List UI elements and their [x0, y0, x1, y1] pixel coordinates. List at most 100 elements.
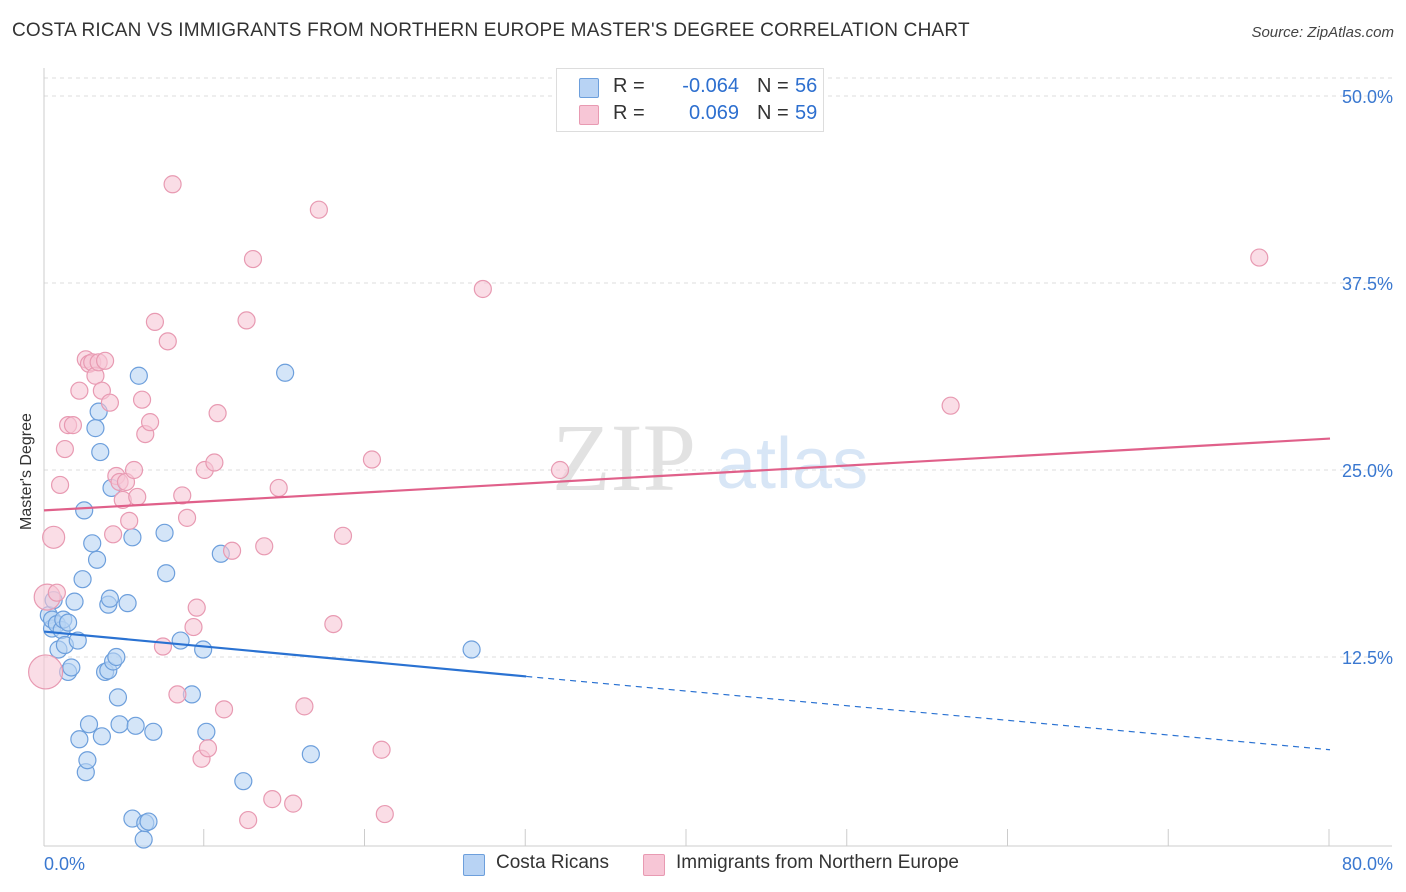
- point-northern-europe: [333, 526, 353, 545]
- point-costa-rican: [78, 751, 97, 770]
- point-costa-rican: [65, 592, 84, 611]
- legend-r-value: 0.069: [688, 102, 739, 124]
- series-legend: Costa Ricans Immigrants from Northern Eu…: [0, 852, 1406, 878]
- point-northern-europe: [50, 475, 70, 495]
- source-label: Source: ZipAtlas.com: [1251, 24, 1394, 41]
- point-northern-europe: [941, 396, 960, 415]
- point-northern-europe: [187, 598, 206, 617]
- point-northern-europe: [255, 537, 274, 556]
- point-costa-rican: [79, 715, 99, 734]
- point-costa-rican: [108, 688, 128, 707]
- point-northern-europe: [55, 439, 74, 459]
- trend-line-northern-europe: [43, 437, 1331, 512]
- point-costa-rican: [234, 772, 253, 791]
- point-costa-rican: [75, 501, 94, 520]
- point-costa-rican: [139, 812, 158, 831]
- point-costa-rican: [70, 730, 89, 749]
- point-costa-rican: [129, 366, 148, 385]
- point-northern-europe: [473, 279, 492, 299]
- point-northern-europe: [263, 790, 282, 809]
- point-northern-europe: [324, 614, 343, 634]
- point-northern-europe: [309, 200, 328, 219]
- point-northern-europe: [95, 351, 115, 370]
- point-northern-europe: [214, 700, 234, 719]
- y-tick-label: 50.0%: [1342, 87, 1393, 107]
- x-tick-label: 0.0%: [44, 854, 85, 874]
- point-northern-europe: [1250, 248, 1269, 267]
- point-costa-rican: [91, 442, 110, 462]
- point-northern-europe: [208, 404, 227, 423]
- point-costa-rican: [171, 631, 190, 650]
- point-costa-rican: [87, 550, 107, 569]
- point-costa-rican: [194, 640, 213, 659]
- point-northern-europe: [70, 381, 89, 400]
- y-tick-label: 12.5%: [1342, 648, 1393, 668]
- point-northern-europe: [47, 583, 66, 602]
- legend-r-label: R =: [613, 75, 645, 97]
- trend-line-extension-costa-rican: [526, 675, 1331, 751]
- point-northern-europe: [295, 697, 314, 716]
- legend-swatch-blue: [579, 78, 599, 98]
- correlation-legend: R = -0.064 N = 56 R = 0.069 N = 59: [556, 68, 824, 132]
- legend-n-value: 56: [795, 75, 818, 97]
- point-northern-europe: [173, 486, 192, 505]
- point-northern-europe: [120, 511, 139, 530]
- point-costa-rican: [134, 830, 153, 849]
- point-northern-europe: [140, 413, 160, 432]
- point-costa-rican: [83, 534, 102, 553]
- point-northern-europe: [63, 416, 83, 435]
- point-northern-europe: [104, 525, 123, 544]
- watermark-atlas: atlas: [716, 424, 868, 504]
- watermark-zip: ZIP: [552, 404, 696, 511]
- point-costa-rican: [100, 589, 120, 608]
- x-tick-label: 80.0%: [1342, 854, 1393, 874]
- chart-title: COSTA RICAN VS IMMIGRANTS FROM NORTHERN …: [12, 20, 970, 41]
- point-northern-europe: [375, 804, 394, 824]
- point-costa-rican: [86, 419, 105, 438]
- point-costa-rican: [462, 640, 481, 659]
- point-costa-rican: [118, 594, 137, 613]
- point-costa-rican: [59, 613, 78, 632]
- point-costa-rican: [144, 722, 163, 741]
- point-costa-rican: [197, 722, 216, 741]
- point-costa-rican: [301, 745, 320, 764]
- point-northern-europe: [28, 654, 64, 690]
- point-costa-rican: [73, 570, 92, 589]
- point-northern-europe: [205, 453, 224, 472]
- point-northern-europe: [158, 332, 177, 351]
- series-swatch-pink: [643, 854, 665, 876]
- series-swatch-blue: [463, 854, 485, 876]
- point-northern-europe: [168, 685, 187, 704]
- point-costa-rican: [126, 716, 145, 735]
- legend-n-value: 59: [795, 102, 818, 124]
- point-northern-europe: [243, 249, 263, 269]
- series-label-costa-ricans: Costa Ricans: [496, 852, 609, 873]
- point-northern-europe: [372, 740, 391, 759]
- legend-r-label: R =: [613, 102, 645, 124]
- point-northern-europe: [145, 312, 165, 331]
- point-northern-europe: [284, 794, 303, 813]
- point-northern-europe: [177, 508, 197, 527]
- point-costa-rican: [107, 647, 126, 667]
- point-northern-europe: [128, 487, 147, 507]
- point-costa-rican: [110, 715, 129, 734]
- legend-r-value: -0.064: [682, 75, 739, 97]
- point-costa-rican: [157, 564, 176, 583]
- point-costa-rican: [123, 528, 142, 547]
- point-northern-europe: [153, 637, 173, 656]
- point-northern-europe: [124, 460, 144, 480]
- trend-line-costa-rican: [43, 630, 527, 678]
- point-northern-europe: [239, 810, 258, 830]
- point-northern-europe: [222, 541, 242, 560]
- point-northern-europe: [198, 739, 218, 758]
- point-costa-rican: [62, 658, 81, 677]
- y-tick-label: 25.0%: [1342, 461, 1393, 481]
- point-costa-rican: [276, 363, 295, 382]
- legend-n-label: N =: [757, 102, 789, 124]
- point-costa-rican: [68, 631, 87, 650]
- point-northern-europe: [163, 175, 182, 194]
- point-costa-rican: [92, 727, 111, 746]
- series-label-northern-europe: Immigrants from Northern Europe: [676, 852, 959, 873]
- point-northern-europe: [269, 478, 288, 498]
